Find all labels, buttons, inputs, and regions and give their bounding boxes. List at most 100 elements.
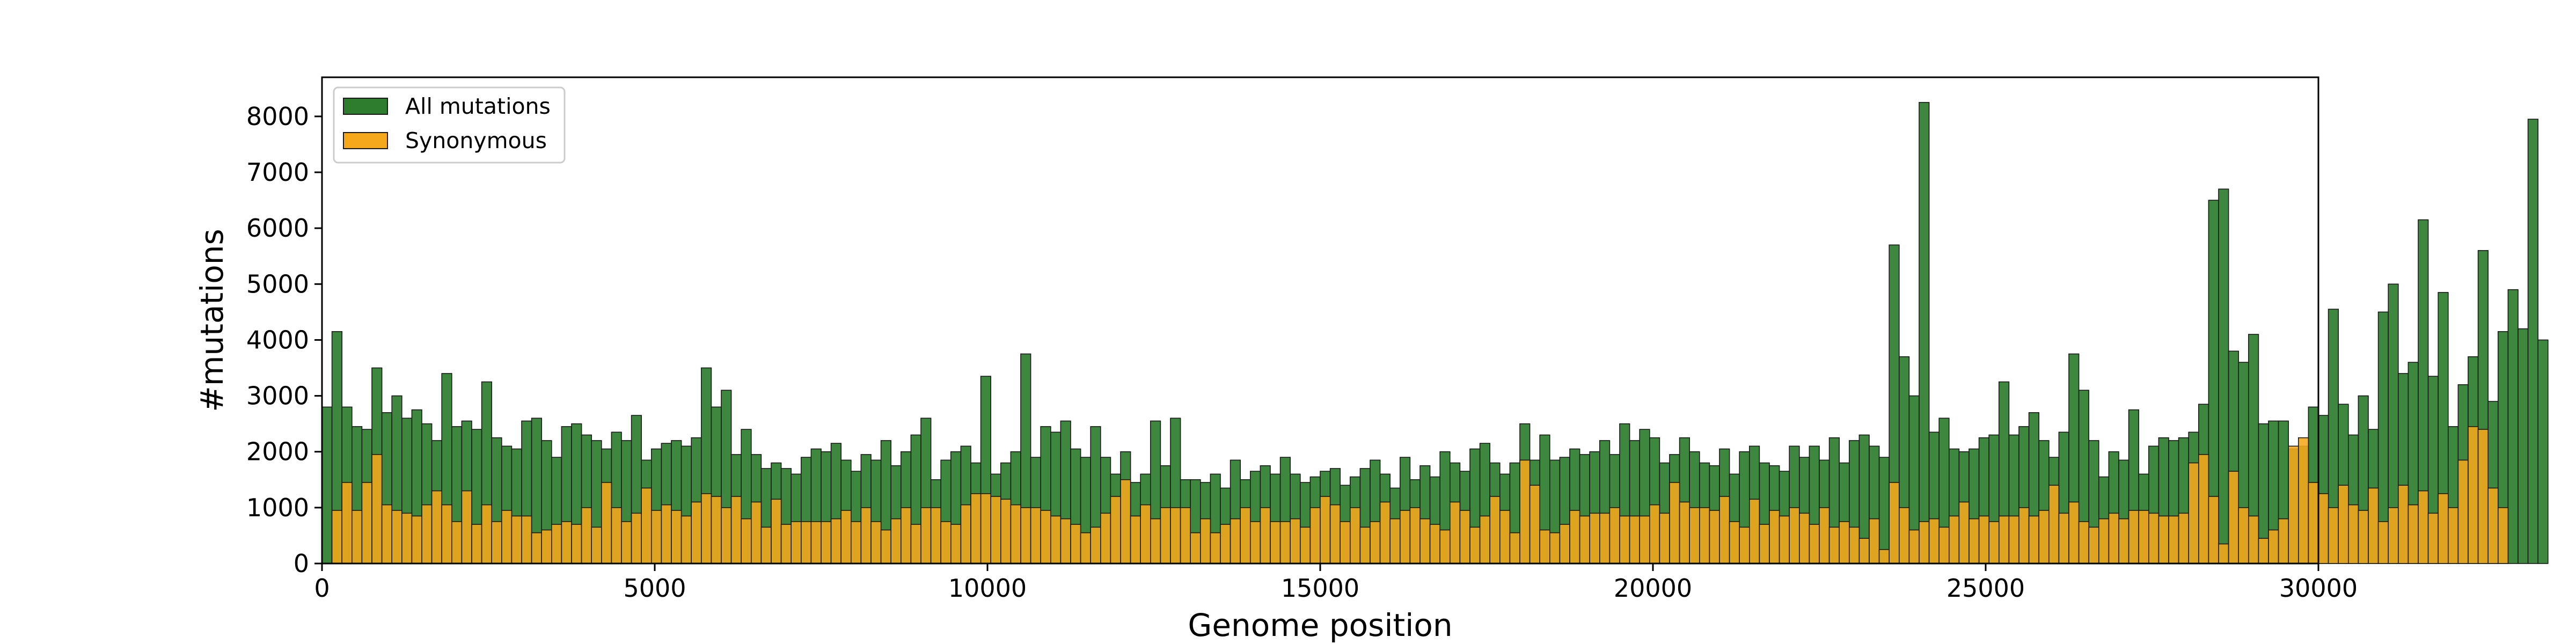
synonymous-bar	[930, 507, 941, 564]
synonymous-bar	[491, 521, 502, 564]
synonymous-bar	[1949, 515, 1960, 564]
synonymous-bar	[870, 521, 882, 564]
synonymous-bar	[431, 490, 442, 564]
synonymous-bar	[2328, 507, 2339, 564]
synonymous-bar	[1020, 507, 1031, 564]
synonymous-bar	[2188, 462, 2199, 564]
synonymous-bar	[2208, 496, 2219, 564]
synonymous-bar	[890, 518, 902, 564]
synonymous-bar	[920, 507, 932, 564]
synonymous-bar	[1839, 521, 1850, 564]
synonymous-bar	[1260, 507, 1271, 564]
y-tick-label: 0	[294, 549, 309, 578]
synonymous-bar	[361, 482, 372, 564]
synonymous-bar	[1030, 507, 1041, 564]
all-mutations-bar	[2518, 328, 2529, 564]
synonymous-bar	[2288, 445, 2299, 564]
synonymous-bar	[2487, 487, 2499, 564]
synonymous-bars	[331, 426, 2509, 564]
synonymous-bar	[1749, 499, 1760, 564]
synonymous-bar	[1320, 496, 1331, 564]
synonymous-bar	[1968, 518, 1980, 564]
synonymous-bar	[1609, 507, 1620, 564]
synonymous-bar	[2397, 485, 2409, 564]
synonymous-bar	[2048, 485, 2060, 564]
synonymous-bar	[1170, 507, 1181, 564]
synonymous-bar	[1090, 526, 1101, 564]
synonymous-bar	[471, 524, 482, 564]
y-tick-label: 8000	[246, 102, 309, 131]
legend-swatch-all-mutations	[343, 98, 388, 115]
synonymous-bar	[910, 524, 921, 564]
synonymous-bar	[1050, 515, 1062, 564]
synonymous-bar	[1120, 479, 1131, 564]
synonymous-bar	[2198, 454, 2209, 564]
synonymous-bar	[1509, 532, 1520, 564]
synonymous-bar	[1309, 507, 1321, 564]
synonymous-bar	[821, 521, 832, 564]
synonymous-bar	[940, 521, 952, 564]
synonymous-bar	[1400, 510, 1411, 564]
synonymous-bar	[1639, 515, 1650, 564]
synonymous-bar	[1379, 501, 1391, 564]
x-axis-title: Genome position	[1188, 607, 1452, 643]
synonymous-bar	[1669, 482, 1680, 564]
synonymous-bar	[2138, 510, 2149, 564]
synonymous-bar	[1799, 513, 1810, 564]
synonymous-bar	[411, 515, 422, 564]
synonymous-bar	[1849, 526, 1860, 564]
synonymous-bar	[371, 454, 383, 564]
synonymous-bar	[780, 524, 792, 564]
synonymous-bar	[1450, 501, 1461, 564]
synonymous-bar	[691, 501, 702, 564]
synonymous-bar	[1659, 513, 1670, 564]
synonymous-bar	[1529, 485, 1541, 564]
synonymous-bar	[1370, 521, 1381, 564]
synonymous-bar	[1878, 549, 1890, 564]
synonymous-bar	[1210, 532, 1221, 564]
synonymous-bar	[521, 515, 532, 564]
synonymous-bar	[2497, 507, 2509, 564]
synonymous-bar	[801, 521, 812, 564]
synonymous-bar	[2148, 513, 2160, 564]
synonymous-bar	[2338, 485, 2349, 564]
synonymous-bar	[840, 510, 852, 564]
synonymous-bar	[950, 524, 962, 564]
synonymous-bar	[2468, 426, 2479, 564]
synonymous-bar	[711, 496, 722, 564]
synonymous-bar	[990, 496, 1001, 564]
synonymous-bar	[2407, 504, 2419, 564]
synonymous-bar	[1000, 499, 1012, 564]
synonymous-bar	[1240, 507, 1251, 564]
synonymous-bar	[661, 504, 672, 564]
synonymous-bar	[1489, 496, 1501, 564]
synonymous-bar	[2268, 529, 2279, 564]
synonymous-bar	[2158, 515, 2169, 564]
synonymous-bar	[1150, 518, 1161, 564]
synonymous-bar	[1958, 501, 1970, 564]
synonymous-bar	[1549, 532, 1561, 564]
y-tick-label: 1000	[246, 493, 309, 522]
synonymous-bar	[1279, 521, 1291, 564]
synonymous-bar	[1869, 518, 1880, 564]
synonymous-bar	[1220, 524, 1231, 564]
synonymous-bar	[2228, 471, 2240, 564]
synonymous-bar	[2008, 515, 2019, 564]
synonymous-bar	[501, 510, 513, 564]
synonymous-bar	[1559, 524, 1570, 564]
synonymous-bar	[511, 515, 522, 564]
synonymous-bar	[1160, 507, 1171, 564]
x-tick-label: 20000	[1614, 574, 1692, 603]
synonymous-bar	[1190, 532, 1201, 564]
synonymous-bar	[830, 518, 841, 564]
synonymous-bar	[1459, 510, 1470, 564]
synonymous-bar	[481, 504, 492, 564]
synonymous-bar	[2377, 521, 2389, 564]
synonymous-bar	[571, 524, 582, 564]
synonymous-bar	[391, 510, 402, 564]
synonymous-bar	[1819, 507, 1830, 564]
synonymous-bar	[2388, 507, 2399, 564]
y-axis-title: #mutations	[194, 229, 230, 412]
synonymous-bar	[421, 504, 433, 564]
